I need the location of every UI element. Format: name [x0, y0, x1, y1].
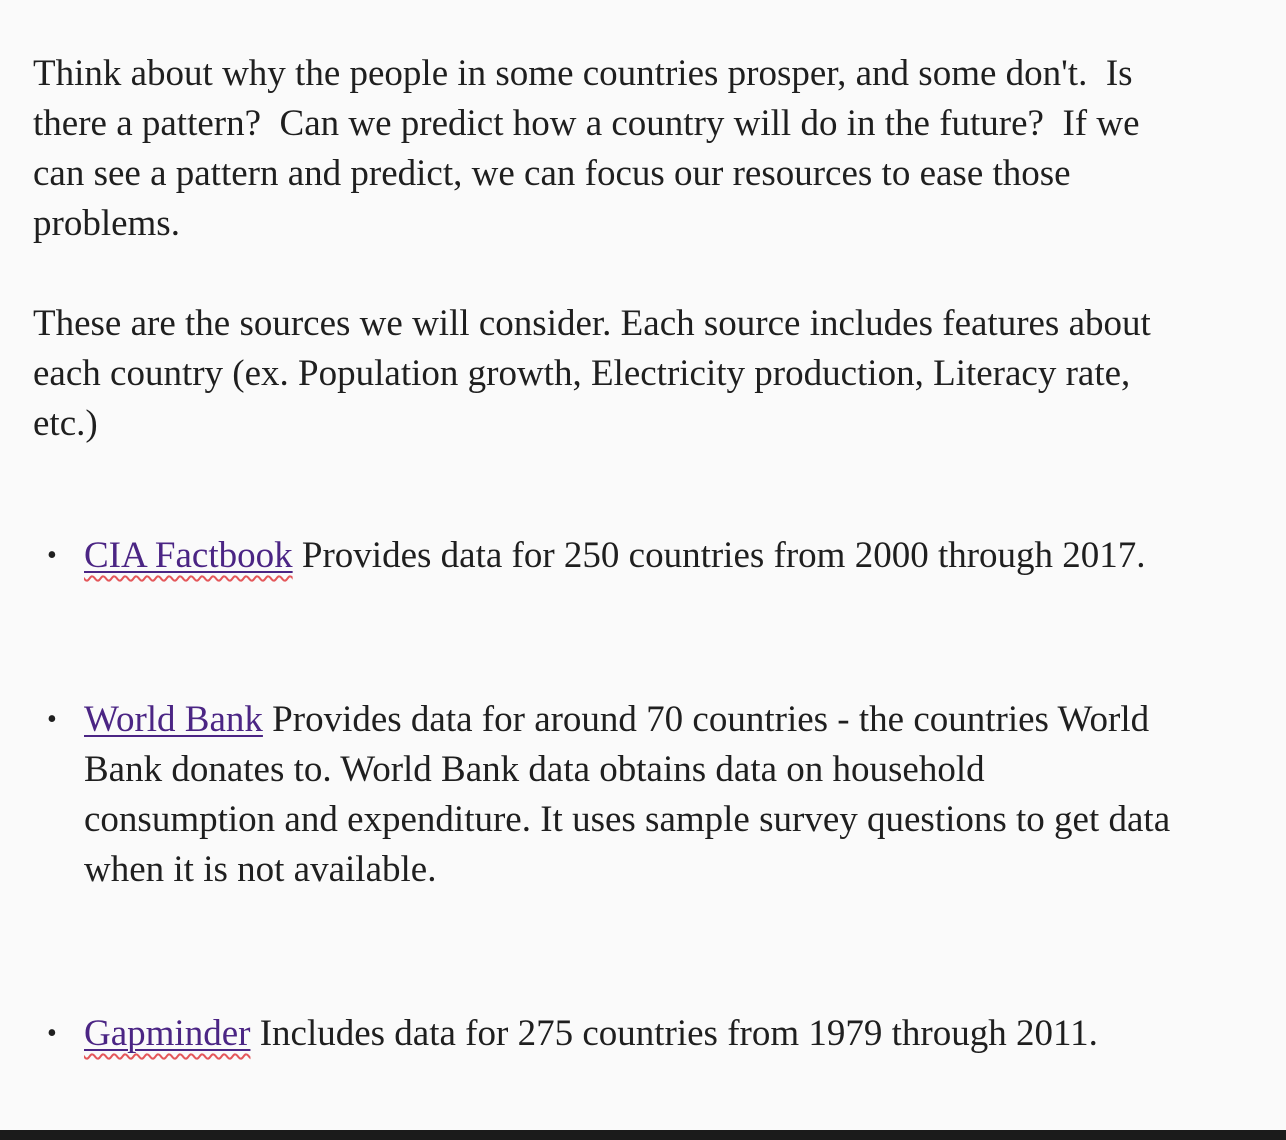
document-body: Think about why the people in some count… — [33, 49, 1173, 1059]
source-description: Provides data for around 70 countries - … — [84, 699, 1171, 890]
bullet-icon: • — [47, 704, 57, 735]
sources-intro-paragraph: These are the sources we will consider. … — [33, 303, 1161, 444]
list-item-gapminder: • Gapminder Includes data for 275 countr… — [33, 1009, 1173, 1059]
source-description: Provides data for 250 countries from 200… — [292, 535, 1146, 576]
cia-factbook-link[interactable]: CIA Factbook — [84, 535, 293, 576]
list-item-cia-factbook: • CIA Factbook Provides data for 250 cou… — [33, 531, 1173, 581]
list-item-world-bank: • World Bank Provides data for around 70… — [33, 695, 1173, 895]
bullet-icon: • — [47, 540, 57, 571]
gapminder-link[interactable]: Gapminder — [84, 1013, 250, 1054]
intro-paragraph: Think about why the people in some count… — [33, 53, 1149, 244]
link-text: Gapminder — [84, 1013, 251, 1054]
link-text: CIA Factbook — [84, 535, 293, 576]
sources-list: • CIA Factbook Provides data for 250 cou… — [33, 531, 1173, 1059]
source-description: Includes data for 275 countries from 197… — [250, 1013, 1098, 1054]
bullet-icon: • — [47, 1018, 57, 1049]
world-bank-link[interactable]: World Bank — [84, 699, 263, 740]
bottom-bar — [0, 1130, 1286, 1140]
